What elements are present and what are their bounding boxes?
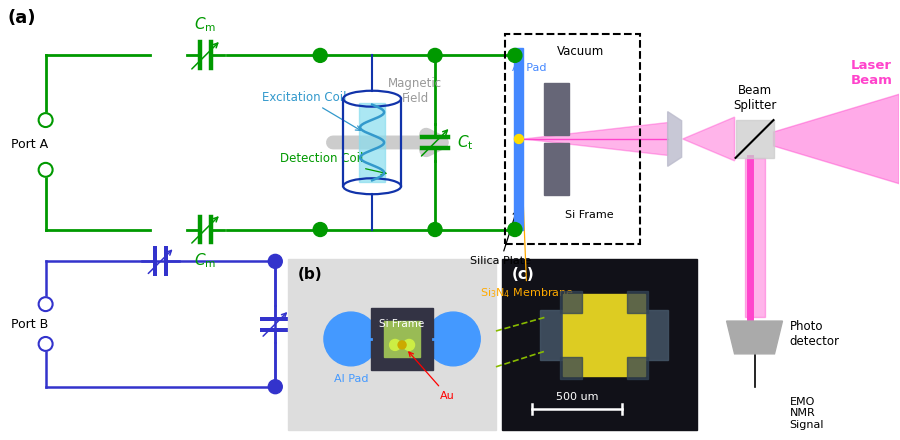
Text: Si Frame: Si Frame bbox=[380, 319, 425, 329]
Bar bbox=[563, 294, 645, 376]
Circle shape bbox=[39, 113, 52, 127]
Circle shape bbox=[268, 254, 283, 268]
Text: Al Pad: Al Pad bbox=[334, 374, 368, 384]
Text: Port B: Port B bbox=[11, 318, 48, 330]
Bar bbox=[384, 321, 420, 357]
Bar bbox=[540, 310, 562, 360]
Text: Beam
Splitter: Beam Splitter bbox=[733, 84, 776, 112]
Circle shape bbox=[508, 223, 522, 236]
Bar bbox=[371, 308, 433, 370]
Bar bbox=[544, 83, 570, 135]
Bar bbox=[560, 357, 582, 379]
Text: (c): (c) bbox=[512, 268, 535, 282]
Circle shape bbox=[313, 223, 328, 236]
Circle shape bbox=[390, 339, 400, 350]
Polygon shape bbox=[744, 158, 764, 317]
Polygon shape bbox=[524, 123, 668, 155]
Bar bbox=[502, 259, 697, 430]
Bar bbox=[288, 259, 496, 430]
Text: Si Frame: Si Frame bbox=[565, 209, 614, 220]
Text: $C_\mathrm{t}$: $C_\mathrm{t}$ bbox=[457, 133, 473, 152]
Bar bbox=[735, 120, 773, 158]
Circle shape bbox=[427, 312, 481, 366]
Text: (b): (b) bbox=[298, 268, 323, 282]
Text: 500 um: 500 um bbox=[555, 392, 598, 402]
Polygon shape bbox=[668, 112, 681, 166]
Polygon shape bbox=[773, 94, 899, 184]
Text: Port A: Port A bbox=[11, 139, 48, 151]
Bar bbox=[626, 357, 649, 379]
Circle shape bbox=[268, 380, 283, 394]
Circle shape bbox=[39, 163, 52, 177]
Circle shape bbox=[313, 48, 328, 62]
Text: Magnetic
Field: Magnetic Field bbox=[388, 77, 442, 105]
Text: Si$_3$N$_4$ Membrane: Si$_3$N$_4$ Membrane bbox=[480, 148, 574, 300]
Circle shape bbox=[398, 341, 406, 349]
Circle shape bbox=[39, 297, 52, 311]
Text: Al Pad: Al Pad bbox=[512, 63, 546, 73]
Text: (a): (a) bbox=[8, 9, 36, 27]
Circle shape bbox=[324, 312, 378, 366]
Circle shape bbox=[39, 337, 52, 351]
Polygon shape bbox=[682, 117, 734, 161]
Bar bbox=[544, 143, 570, 194]
Circle shape bbox=[508, 48, 522, 62]
Text: Detection Coil: Detection Coil bbox=[280, 152, 386, 175]
Text: Silica Plate: Silica Plate bbox=[470, 211, 531, 266]
Bar bbox=[626, 291, 649, 313]
Text: Photo
detector: Photo detector bbox=[789, 320, 840, 348]
Bar bbox=[560, 291, 582, 313]
Text: Excitation Coil: Excitation Coil bbox=[262, 91, 361, 130]
Circle shape bbox=[403, 339, 415, 350]
Bar bbox=[515, 48, 524, 230]
Circle shape bbox=[428, 223, 442, 236]
Text: Laser
Beam: Laser Beam bbox=[850, 59, 892, 87]
Circle shape bbox=[515, 135, 524, 143]
Circle shape bbox=[428, 48, 442, 62]
Text: $C_\mathrm{m}$: $C_\mathrm{m}$ bbox=[194, 15, 217, 33]
Text: EMO
NMR
Signal: EMO NMR Signal bbox=[789, 397, 824, 430]
Bar bbox=[646, 310, 669, 360]
Bar bbox=[359, 103, 385, 182]
Text: $C_\mathrm{m}$: $C_\mathrm{m}$ bbox=[194, 251, 217, 270]
Polygon shape bbox=[726, 321, 782, 354]
Text: Au: Au bbox=[409, 352, 454, 401]
Text: Vacuum: Vacuum bbox=[557, 45, 604, 59]
